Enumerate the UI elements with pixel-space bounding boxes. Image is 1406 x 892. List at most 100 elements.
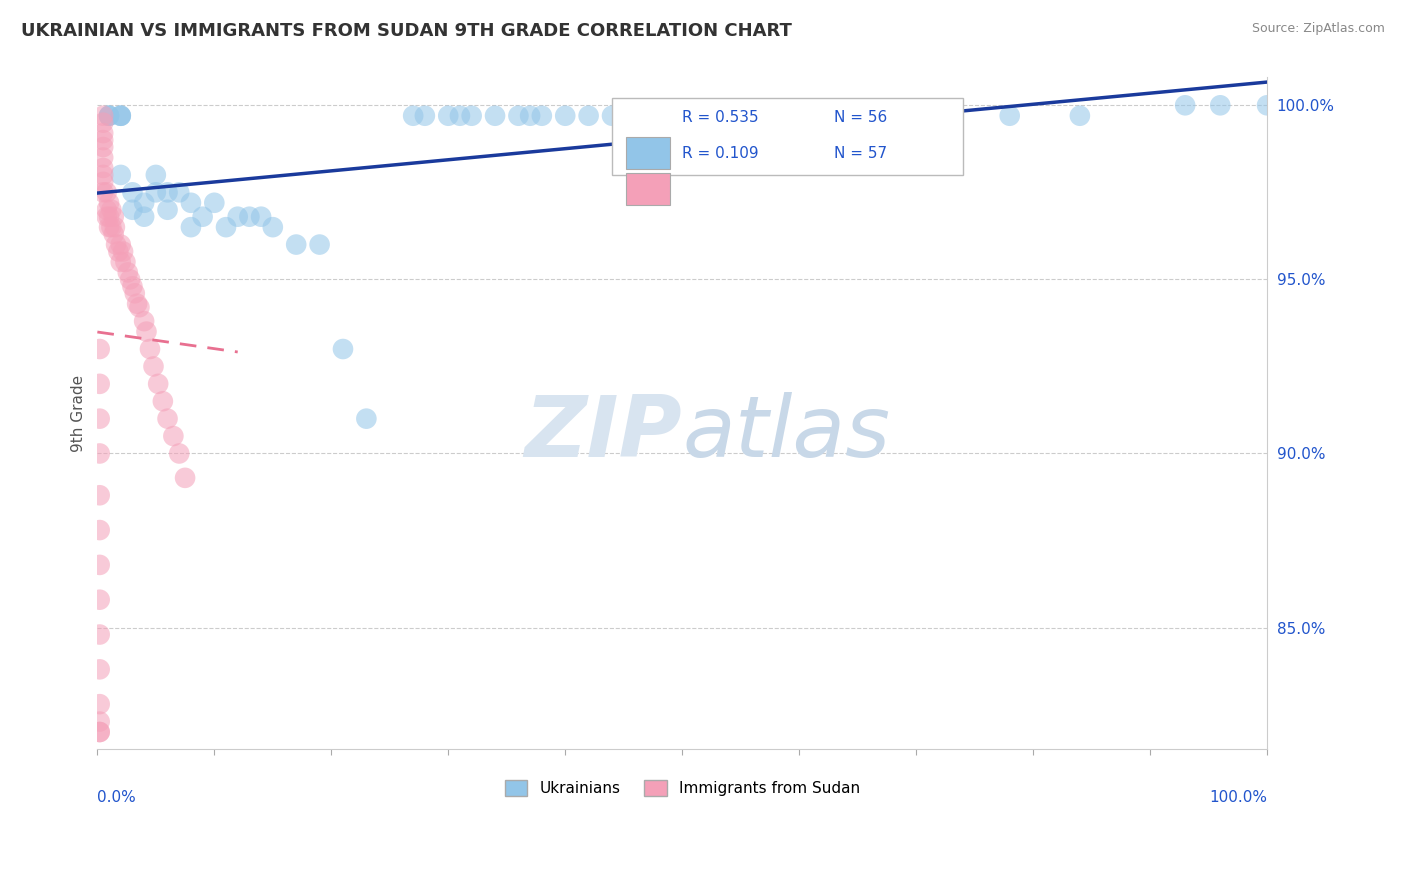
- Point: [145, 186, 167, 200]
- Point: [180, 220, 202, 235]
- Point: [695, 109, 717, 123]
- Point: [98, 210, 121, 224]
- Text: N = 57: N = 57: [834, 146, 887, 161]
- Text: R = 0.535: R = 0.535: [682, 111, 759, 125]
- Point: [91, 151, 114, 165]
- Point: [100, 202, 122, 217]
- Point: [91, 116, 114, 130]
- Point: [1174, 98, 1197, 112]
- Point: [134, 314, 156, 328]
- Point: [250, 210, 273, 224]
- Point: [1069, 109, 1091, 123]
- Point: [578, 109, 600, 123]
- Point: [1256, 98, 1278, 112]
- Point: [600, 109, 623, 123]
- Point: [717, 109, 740, 123]
- Point: [648, 109, 671, 123]
- Point: [98, 109, 121, 123]
- Point: [238, 210, 260, 224]
- Point: [928, 109, 950, 123]
- Text: Source: ZipAtlas.com: Source: ZipAtlas.com: [1251, 22, 1385, 36]
- Point: [89, 725, 111, 739]
- Point: [89, 592, 111, 607]
- Text: N = 56: N = 56: [834, 111, 887, 125]
- Point: [152, 394, 174, 409]
- Point: [89, 488, 111, 502]
- Point: [89, 697, 111, 711]
- Point: [508, 109, 530, 123]
- Point: [145, 168, 167, 182]
- Point: [89, 627, 111, 641]
- Point: [89, 558, 111, 572]
- Point: [226, 210, 249, 224]
- Point: [530, 109, 553, 123]
- Point: [98, 195, 121, 210]
- Point: [1209, 98, 1232, 112]
- Point: [110, 237, 132, 252]
- Point: [215, 220, 238, 235]
- Point: [105, 237, 128, 252]
- Point: [460, 109, 482, 123]
- Point: [519, 109, 541, 123]
- Point: [191, 210, 214, 224]
- Point: [91, 186, 114, 200]
- Point: [89, 523, 111, 537]
- Point: [91, 126, 114, 140]
- Point: [167, 186, 190, 200]
- Point: [110, 109, 132, 123]
- Point: [96, 202, 118, 217]
- Point: [671, 109, 693, 123]
- Point: [180, 195, 202, 210]
- Point: [120, 272, 142, 286]
- Point: [96, 210, 118, 224]
- Point: [89, 725, 111, 739]
- Point: [156, 186, 179, 200]
- Point: [156, 411, 179, 425]
- Point: [174, 471, 197, 485]
- Point: [100, 220, 122, 235]
- Point: [91, 109, 114, 123]
- Point: [91, 133, 114, 147]
- Point: [554, 109, 576, 123]
- Point: [882, 109, 904, 123]
- Point: [89, 662, 111, 676]
- Text: 100.0%: 100.0%: [1209, 789, 1267, 805]
- Point: [402, 109, 425, 123]
- Text: ZIP: ZIP: [524, 392, 682, 475]
- Point: [121, 186, 143, 200]
- Point: [146, 376, 169, 391]
- Point: [103, 227, 125, 241]
- Point: [167, 446, 190, 460]
- Point: [110, 255, 132, 269]
- Point: [449, 109, 471, 123]
- Point: [96, 186, 118, 200]
- Point: [110, 109, 132, 123]
- Point: [135, 325, 157, 339]
- Point: [89, 376, 111, 391]
- Point: [128, 300, 150, 314]
- Point: [127, 297, 149, 311]
- Point: [356, 411, 378, 425]
- Point: [262, 220, 284, 235]
- Point: [998, 109, 1021, 123]
- Y-axis label: 9th Grade: 9th Grade: [72, 375, 86, 452]
- Point: [107, 244, 129, 259]
- Point: [134, 195, 156, 210]
- Point: [484, 109, 506, 123]
- Point: [624, 109, 647, 123]
- Point: [162, 429, 184, 443]
- Point: [110, 109, 132, 123]
- Text: R = 0.109: R = 0.109: [682, 146, 759, 161]
- Legend: Ukrainians, Immigrants from Sudan: Ukrainians, Immigrants from Sudan: [498, 774, 866, 802]
- Point: [741, 109, 763, 123]
- Point: [202, 195, 225, 210]
- Point: [121, 202, 143, 217]
- FancyBboxPatch shape: [612, 97, 963, 175]
- Point: [91, 168, 114, 182]
- Point: [89, 714, 111, 729]
- Point: [124, 286, 146, 301]
- Point: [98, 109, 121, 123]
- Point: [89, 446, 111, 460]
- Point: [823, 109, 845, 123]
- Point: [437, 109, 460, 123]
